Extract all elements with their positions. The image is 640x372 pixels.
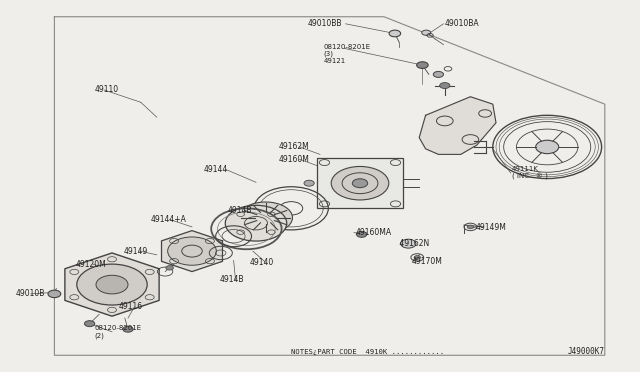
Circle shape [422, 30, 431, 35]
Circle shape [440, 83, 450, 89]
Circle shape [123, 326, 133, 332]
Circle shape [352, 179, 368, 187]
Text: 49010B: 49010B [16, 289, 45, 298]
Polygon shape [161, 231, 223, 272]
Circle shape [255, 212, 276, 224]
Text: 49010BB: 49010BB [308, 19, 342, 28]
Text: 49140: 49140 [250, 258, 274, 267]
Text: J49000K7: J49000K7 [568, 347, 605, 356]
Circle shape [239, 202, 292, 233]
Text: 49110: 49110 [95, 85, 119, 94]
Text: 49144+A: 49144+A [150, 215, 186, 224]
Circle shape [536, 140, 559, 154]
Text: 49162M: 49162M [278, 142, 309, 151]
Text: 4914B: 4914B [220, 275, 244, 284]
Text: 49010BA: 49010BA [445, 19, 479, 28]
FancyBboxPatch shape [317, 158, 403, 208]
Text: 49111K
( INC.. ® ): 49111K ( INC.. ® ) [512, 166, 548, 180]
Text: 49160M: 49160M [278, 155, 309, 164]
Circle shape [48, 290, 61, 298]
Circle shape [401, 239, 416, 248]
Circle shape [332, 166, 389, 200]
Circle shape [414, 256, 420, 259]
Circle shape [225, 205, 287, 241]
Circle shape [96, 275, 128, 294]
Circle shape [166, 266, 173, 270]
Circle shape [77, 264, 147, 305]
Text: 49120M: 49120M [76, 260, 106, 269]
Text: 49116: 49116 [118, 302, 143, 311]
Circle shape [467, 225, 474, 229]
Circle shape [433, 71, 444, 77]
Circle shape [168, 237, 216, 265]
Circle shape [356, 231, 367, 237]
Circle shape [304, 180, 314, 186]
Text: 49144: 49144 [204, 165, 228, 174]
Text: NOTES¿PART CODE  4910K ............: NOTES¿PART CODE 4910K ............ [291, 349, 444, 355]
Text: 49162N: 49162N [397, 239, 429, 248]
Text: 49170M: 49170M [412, 257, 442, 266]
Circle shape [84, 321, 95, 327]
Polygon shape [419, 97, 496, 154]
Circle shape [417, 62, 428, 68]
Text: 49149: 49149 [124, 247, 148, 256]
Text: 08120-8201E
(3)
49121: 08120-8201E (3) 49121 [323, 44, 371, 64]
Polygon shape [65, 253, 159, 316]
Text: 08120-8201E
(2): 08120-8201E (2) [95, 325, 142, 339]
Circle shape [389, 30, 401, 37]
Text: 4914B: 4914B [227, 206, 252, 215]
Text: 49160MA: 49160MA [355, 228, 391, 237]
Text: 49149M: 49149M [476, 223, 506, 232]
